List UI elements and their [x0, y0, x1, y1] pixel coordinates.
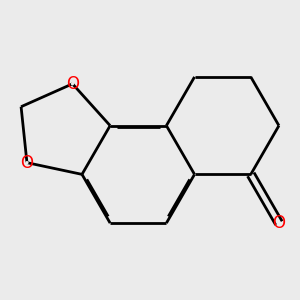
Circle shape: [25, 161, 28, 164]
Circle shape: [71, 82, 74, 85]
Text: O: O: [20, 154, 34, 172]
Text: O: O: [272, 214, 285, 232]
Circle shape: [277, 221, 280, 225]
Text: O: O: [66, 75, 79, 93]
